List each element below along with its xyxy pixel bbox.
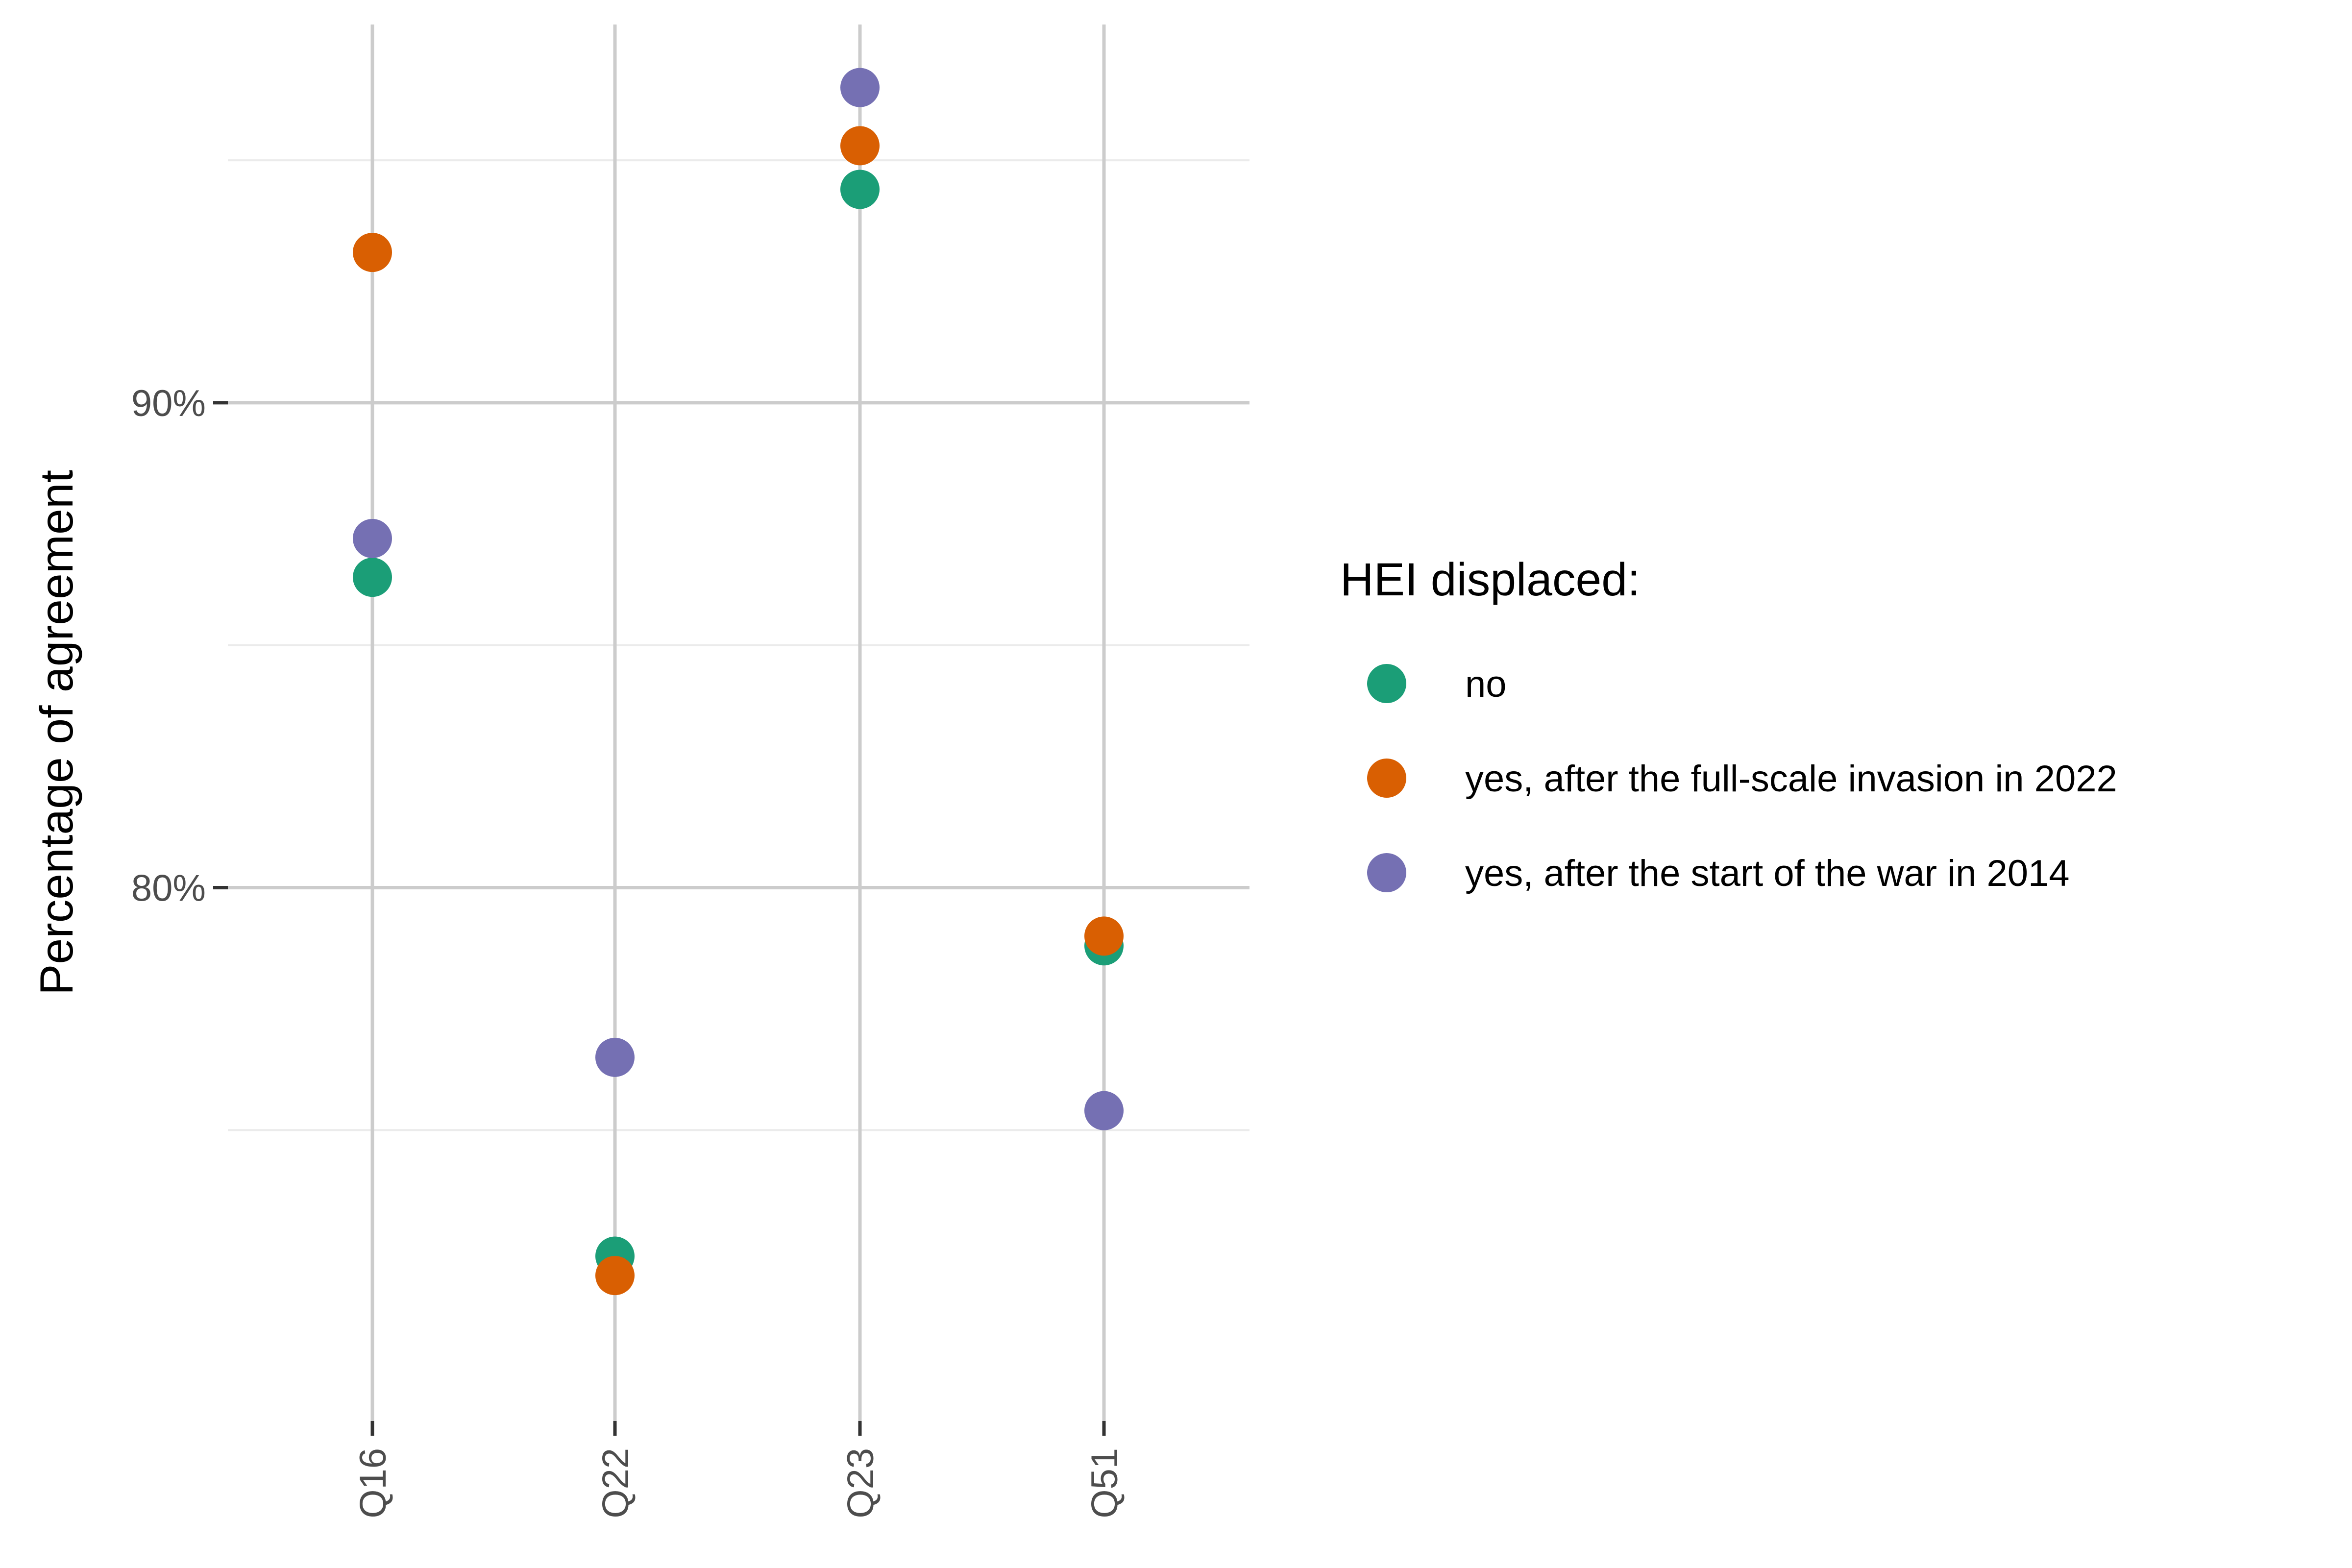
data-points: [353, 68, 1124, 1296]
point-q22-series-1: [595, 1256, 635, 1296]
point-q16-series-0: [353, 558, 392, 597]
legend-items: no yes, after the full-scale invasion in …: [1367, 663, 2117, 894]
legend-key-1: [1367, 759, 1406, 798]
legend-title: HEI displaced:: [1340, 554, 1641, 606]
legend-label-1: yes, after the full-scale invasion in 20…: [1465, 758, 2117, 800]
point-q23-series-0: [840, 170, 880, 209]
y-tick-label: 80%: [131, 867, 206, 909]
x-tick-label-q23: Q23: [840, 1448, 882, 1519]
legend: HEI displaced: no yes, after the full-sca…: [1340, 554, 2117, 894]
axis-ticks: [213, 401, 1106, 1436]
point-q16-series-1: [353, 233, 392, 272]
x-tick-label-q16: Q16: [352, 1448, 394, 1519]
legend-label-0: no: [1465, 663, 1507, 705]
x-tick-label-q22: Q22: [595, 1448, 637, 1519]
y-tick-labels: 80% 90%: [131, 383, 206, 909]
point-q23-series-2: [840, 68, 880, 107]
point-q16-series-2: [353, 518, 392, 558]
y-tick-label: 90%: [131, 383, 206, 424]
minor-gridlines: [228, 159, 1250, 1131]
legend-key-2: [1367, 853, 1406, 892]
x-tick-label-q51: Q51: [1084, 1448, 1126, 1519]
point-q51-series-1: [1084, 916, 1124, 956]
legend-item-1: yes, after the full-scale invasion in 20…: [1367, 758, 2117, 800]
legend-label-2: yes, after the start of the war in 2014: [1465, 853, 2070, 894]
legend-item-0: no: [1367, 663, 1507, 705]
y-axis-title: Percentage of agreement: [31, 470, 83, 995]
point-q51-series-2: [1084, 1091, 1124, 1130]
legend-key-0: [1367, 664, 1406, 703]
point-q22-series-2: [595, 1037, 635, 1077]
major-gridlines: [228, 24, 1250, 1421]
legend-item-2: yes, after the start of the war in 2014: [1367, 853, 2070, 894]
x-tick-labels: Q16 Q22 Q23 Q51: [352, 1448, 1126, 1519]
point-q23-series-1: [840, 126, 880, 166]
